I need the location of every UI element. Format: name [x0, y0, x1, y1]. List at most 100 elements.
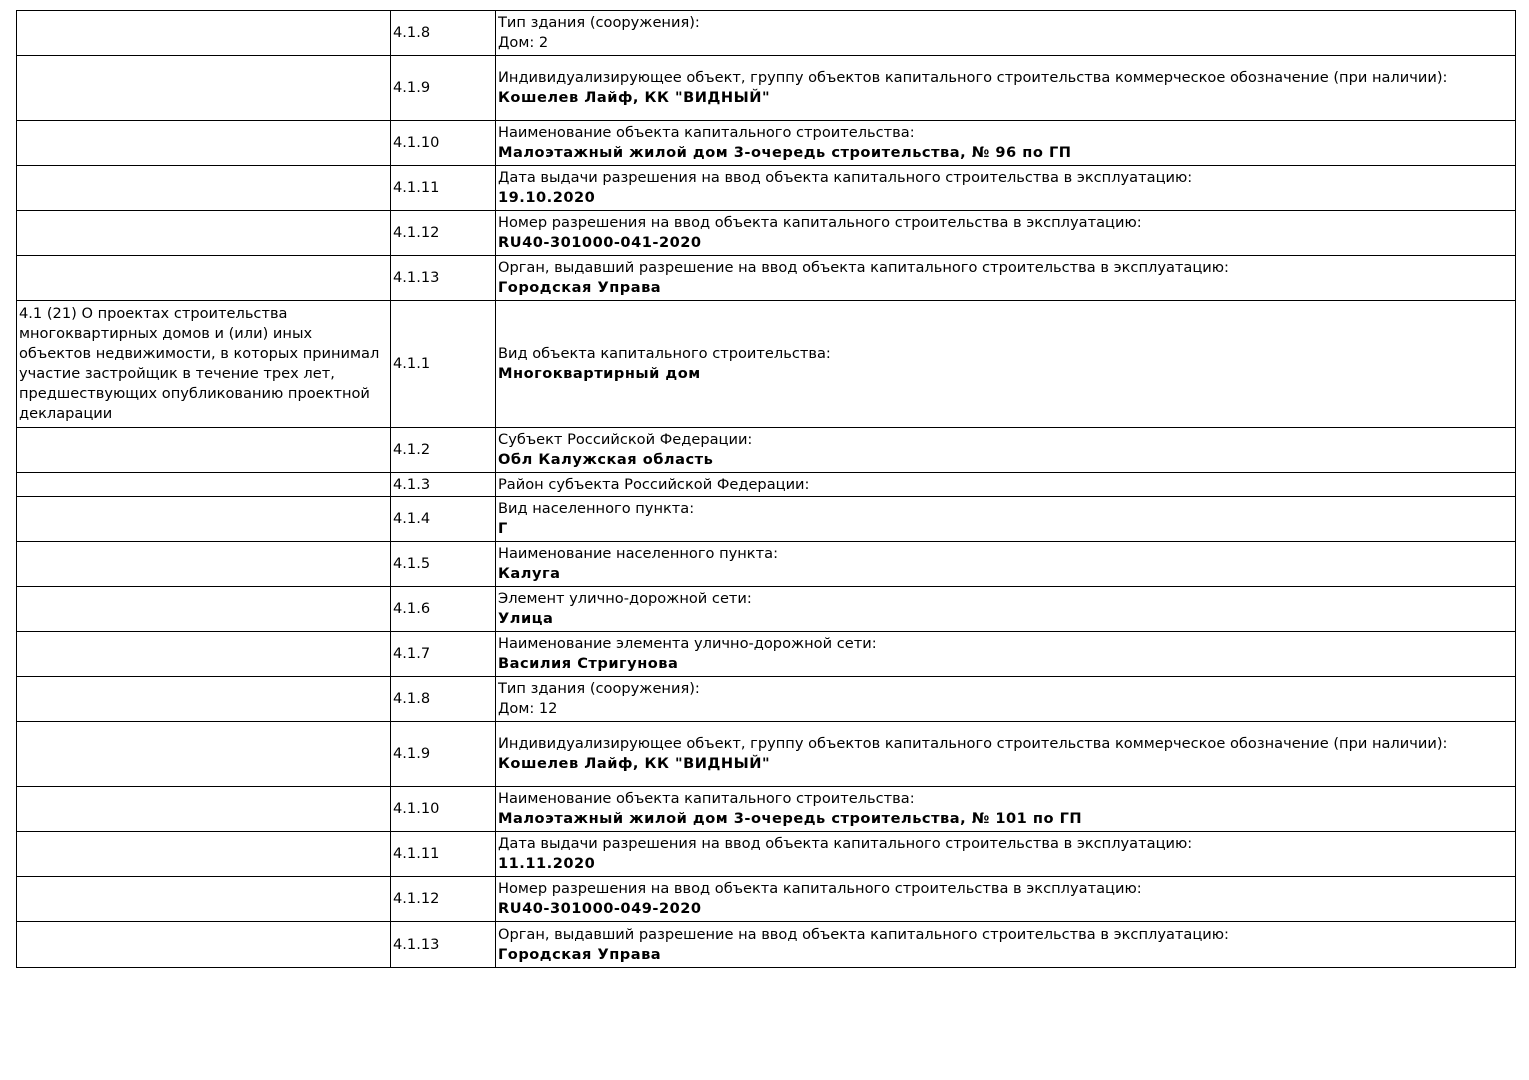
- item-label: Район субъекта Российской Федерации:: [498, 475, 810, 493]
- item-content: Дата выдачи разрешения на ввод объекта к…: [495, 831, 1516, 877]
- section-cell: [16, 876, 391, 922]
- item-label: Дата выдачи разрешения на ввод объекта к…: [498, 169, 1193, 186]
- item-label: Индивидуализирующее объект, группу объек…: [498, 69, 1448, 86]
- item-value: Обл Калужская область: [498, 451, 714, 468]
- table-row: 4.1.5 Наименование населенного пункта: Кал…: [16, 541, 1516, 587]
- item-content: Орган, выдавший разрешение на ввод объек…: [495, 255, 1516, 301]
- item-number: 4.1.6: [390, 586, 496, 632]
- table-row: 4.1.12 Номер разрешения на ввод объекта к…: [16, 210, 1516, 256]
- item-label: Орган, выдавший разрешение на ввод объек…: [498, 259, 1229, 276]
- item-content: Вид населенного пункта: Г: [495, 496, 1516, 542]
- table-row: 4.1.10 Наименование объекта капитального …: [16, 120, 1516, 166]
- table-body: 4.1.8 Тип здания (сооружения): Дом: 2 4.1.9…: [16, 10, 1516, 968]
- item-content: Наименование элемента улично-дорожной се…: [495, 631, 1516, 677]
- item-value: 19.10.2020: [498, 189, 596, 206]
- section-cell: 4.1 (21) О проектах строительства многок…: [16, 300, 391, 428]
- item-value: Калуга: [498, 565, 561, 582]
- item-label: Вид объекта капитального строительства:: [498, 345, 831, 362]
- item-value: 11.11.2020: [498, 855, 596, 872]
- item-number: 4.1.10: [390, 120, 496, 166]
- item-label: Наименование объекта капитального строит…: [498, 790, 915, 807]
- section-cell: [16, 631, 391, 677]
- table-row: 4.1.7 Наименование элемента улично-дорожн…: [16, 631, 1516, 677]
- item-label: Вид населенного пункта:: [498, 500, 695, 517]
- item-content: Номер разрешения на ввод объекта капитал…: [495, 876, 1516, 922]
- item-content: Вид объекта капитального строительства: М…: [495, 300, 1516, 428]
- item-label: Номер разрешения на ввод объекта капитал…: [498, 214, 1142, 231]
- item-content: Индивидуализирующее объект, группу объек…: [495, 721, 1516, 787]
- section-cell: [16, 496, 391, 542]
- table-row: 4.1.3 Район субъекта Российской Федерации…: [16, 472, 1516, 497]
- item-number: 4.1.4: [390, 496, 496, 542]
- section-cell: [16, 472, 391, 497]
- table-row: 4.1.8 Тип здания (сооружения): Дом: 12: [16, 676, 1516, 722]
- table-row: 4.1.12 Номер разрешения на ввод объекта к…: [16, 876, 1516, 922]
- table-row: 4.1 (21) О проектах строительства многок…: [16, 300, 1516, 428]
- table-row: 4.1.6 Элемент улично-дорожной сети: Улица: [16, 586, 1516, 632]
- table-row: 4.1.13 Орган, выдавший разрешение на ввод…: [16, 921, 1516, 968]
- item-value: Дом: 2: [498, 34, 549, 51]
- item-label: Наименование элемента улично-дорожной се…: [498, 635, 877, 652]
- item-content: Наименование населенного пункта: Калуга: [495, 541, 1516, 587]
- item-label: Наименование объекта капитального строит…: [498, 124, 915, 141]
- item-label: Субъект Российской Федерации:: [498, 431, 753, 448]
- item-label: Тип здания (сооружения):: [498, 14, 700, 31]
- item-label: Дата выдачи разрешения на ввод объекта к…: [498, 835, 1193, 852]
- section-cell: [16, 921, 391, 968]
- table-row: 4.1.11 Дата выдачи разрешения на ввод объ…: [16, 831, 1516, 877]
- item-number: 4.1.13: [390, 921, 496, 968]
- item-number: 4.1.2: [390, 427, 496, 473]
- item-value: Малоэтажный жилой дом 3-очередь строител…: [498, 810, 1083, 827]
- item-number: 4.1.11: [390, 165, 496, 211]
- section-cell: [16, 721, 391, 787]
- item-content: Наименование объекта капитального строит…: [495, 786, 1516, 832]
- table-row: 4.1.8 Тип здания (сооружения): Дом: 2: [16, 10, 1516, 56]
- item-number: 4.1.5: [390, 541, 496, 587]
- section-cell: [16, 427, 391, 473]
- declaration-table: 4.1.8 Тип здания (сооружения): Дом: 2 4.1.9…: [16, 10, 1516, 968]
- item-content: Номер разрешения на ввод объекта капитал…: [495, 210, 1516, 256]
- table-row: 4.1.9 Индивидуализирующее объект, группу …: [16, 721, 1516, 787]
- item-number: 4.1.11: [390, 831, 496, 877]
- item-value: Кошелев Лайф, КК "ВИДНЫЙ": [498, 755, 771, 772]
- table-row: 4.1.4 Вид населенного пункта: Г: [16, 496, 1516, 542]
- item-number: 4.1.1: [390, 300, 496, 428]
- item-value: Кошелев Лайф, КК "ВИДНЫЙ": [498, 89, 771, 106]
- section-cell: [16, 165, 391, 211]
- item-number: 4.1.7: [390, 631, 496, 677]
- item-number: 4.1.8: [390, 676, 496, 722]
- item-value: Городская Управа: [498, 945, 662, 963]
- section-cell: [16, 831, 391, 877]
- table-row: 4.1.13 Орган, выдавший разрешение на ввод…: [16, 255, 1516, 301]
- table-row: 4.1.2 Субъект Российской Федерации: Обл Ка…: [16, 427, 1516, 473]
- item-value: Г: [498, 520, 508, 537]
- section-cell: [16, 10, 391, 56]
- item-content: Район субъекта Российской Федерации:: [495, 472, 1516, 497]
- item-number: 4.1.13: [390, 255, 496, 301]
- item-value: RU40-301000-049-2020: [498, 900, 702, 917]
- item-label: Наименование населенного пункта:: [498, 545, 778, 562]
- item-number: 4.1.8: [390, 10, 496, 56]
- item-content: Индивидуализирующее объект, группу объек…: [495, 55, 1516, 121]
- item-value: Василия Стригунова: [498, 655, 679, 672]
- item-value: Дом: 12: [498, 700, 558, 717]
- section-cell: [16, 586, 391, 632]
- section-cell: [16, 541, 391, 587]
- item-content: Тип здания (сооружения): Дом: 12: [495, 676, 1516, 722]
- item-number: 4.1.10: [390, 786, 496, 832]
- item-number: 4.1.3: [390, 472, 496, 497]
- item-content: Наименование объекта капитального строит…: [495, 120, 1516, 166]
- item-label: Тип здания (сооружения):: [498, 680, 700, 697]
- item-content: Субъект Российской Федерации: Обл Калужск…: [495, 427, 1516, 473]
- item-number: 4.1.9: [390, 55, 496, 121]
- section-cell: [16, 255, 391, 301]
- item-value: Многоквартирный дом: [498, 365, 701, 382]
- item-value: Малоэтажный жилой дом 3-очередь строител…: [498, 144, 1072, 161]
- section-cell: [16, 120, 391, 166]
- section-cell: [16, 676, 391, 722]
- item-number: 4.1.12: [390, 876, 496, 922]
- table-row: 4.1.11 Дата выдачи разрешения на ввод объ…: [16, 165, 1516, 211]
- item-label: Номер разрешения на ввод объекта капитал…: [498, 880, 1142, 897]
- item-content: Орган, выдавший разрешение на ввод объек…: [495, 921, 1516, 968]
- section-cell: [16, 210, 391, 256]
